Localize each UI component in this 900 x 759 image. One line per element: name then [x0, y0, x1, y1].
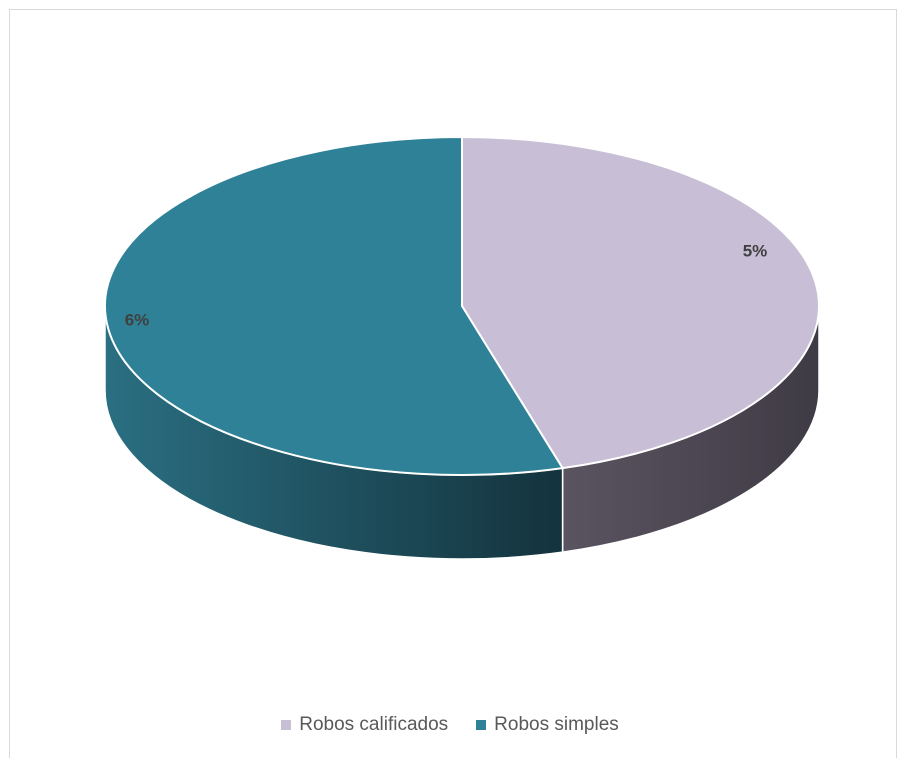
chart-frame [9, 9, 897, 758]
pie-slice-0 [461, 135, 820, 470]
legend-label-robos-simples: Robos simples [494, 714, 619, 735]
data-label-1: 6% [125, 310, 150, 329]
legend: Robos calificados Robos simples [0, 714, 900, 736]
pie-slice-1 [104, 135, 565, 476]
legend-item-robos-simples: Robos simples [476, 714, 619, 736]
legend-swatch-robos-simples [476, 720, 487, 730]
legend-swatch-robos-calificados [281, 720, 292, 730]
legend-item-robos-calificados: Robos calificados [281, 714, 448, 736]
legend-label-robos-calificados: Robos calificados [299, 714, 449, 735]
data-label-0: 5% [743, 241, 768, 260]
